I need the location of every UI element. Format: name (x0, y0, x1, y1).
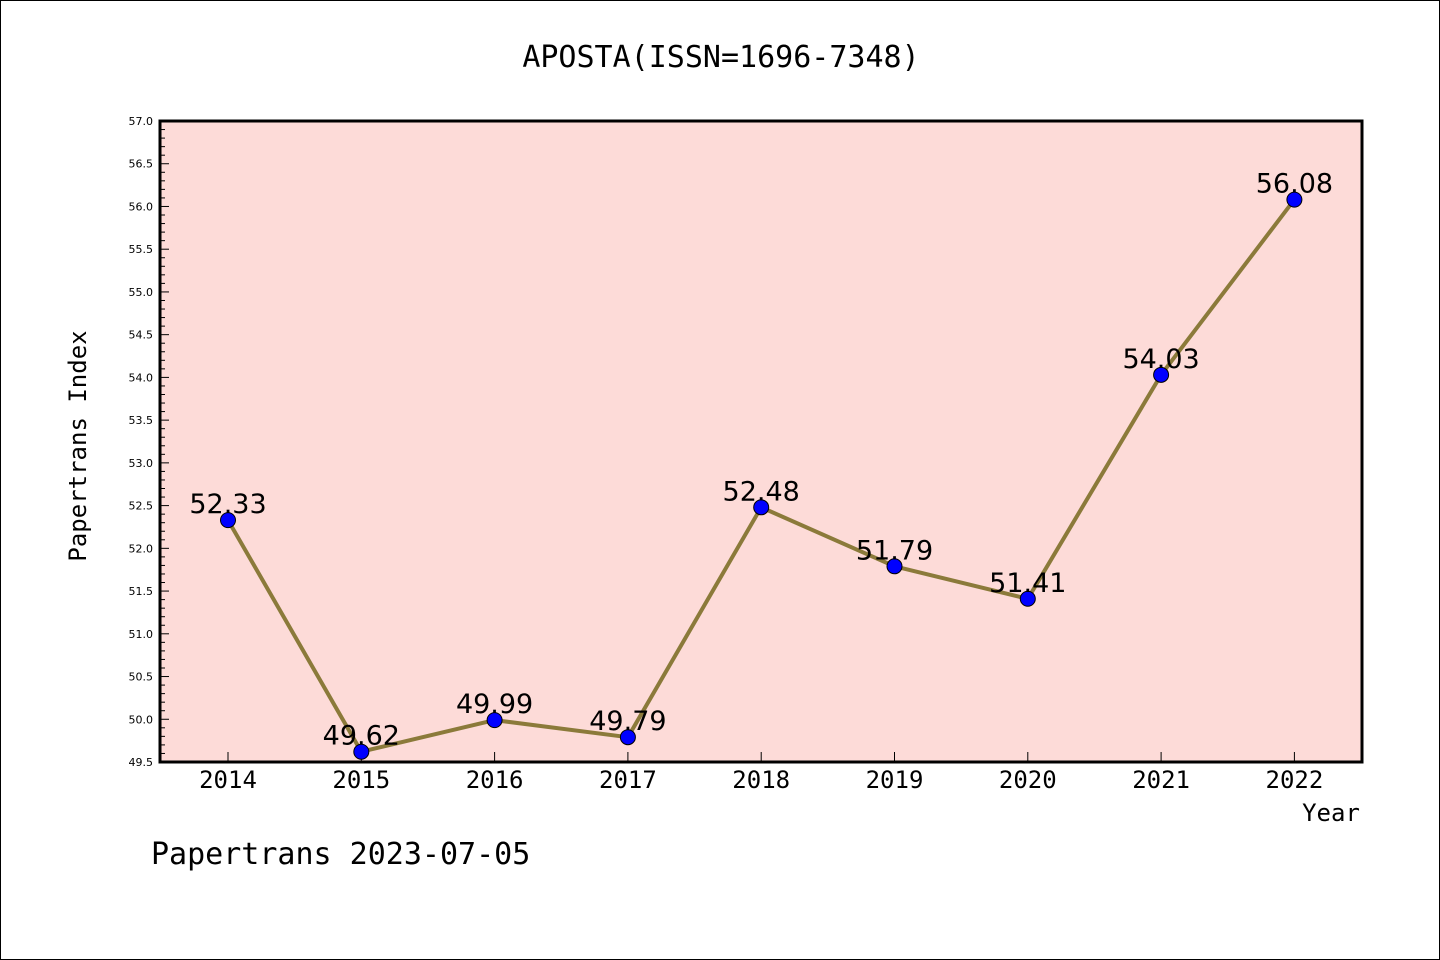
data-point (220, 512, 236, 529)
y-tick-label: 51.0 (129, 628, 154, 641)
data-labels: 52.33 49.62 49.99 49.79 52.48 51.79 51.41 54.03… (189, 169, 1333, 752)
data-label: 52.48 (723, 476, 800, 507)
data-point (753, 499, 770, 516)
y-tick-label: 55.0 (129, 286, 154, 299)
y-tick-label: 50.0 (129, 713, 154, 726)
data-label: 49.62 (323, 721, 400, 752)
x-axis-label: Year (1302, 799, 1360, 827)
data-label: 49.99 (456, 689, 533, 720)
y-tick-label: 54.5 (129, 329, 154, 342)
data-point (1019, 590, 1036, 607)
data-label: 52.33 (189, 489, 266, 520)
y-tick-label: 54.0 (129, 371, 154, 384)
x-tick-label: 2014 (199, 766, 257, 794)
data-point (886, 558, 903, 575)
data-label: 56.08 (1256, 169, 1333, 200)
y-tick-label: 49.5 (129, 756, 154, 769)
data-label: 49.79 (589, 706, 666, 737)
y-tick-label: 57.0 (129, 115, 154, 128)
x-tick-label: 2017 (599, 766, 657, 794)
footer-text: Papertrans 2023-07-05 (151, 837, 530, 872)
y-tick-label: 51.5 (129, 585, 154, 598)
x-tick-label: 2018 (732, 766, 790, 794)
data-point (353, 743, 370, 760)
data-label: 54.03 (1122, 344, 1199, 375)
y-tick-label: 55.5 (129, 243, 154, 256)
chart-title: APOSTA(ISSN=1696-7348) (522, 40, 919, 75)
data-point (1286, 191, 1303, 208)
y-tick-label: 56.5 (129, 158, 154, 171)
plot-area (160, 121, 1362, 762)
data-markers (220, 191, 1303, 760)
data-label: 51.79 (856, 535, 933, 566)
y-tick-label: 53.5 (129, 414, 154, 427)
x-tick-label: 2022 (1266, 766, 1324, 794)
y-tick-label: 56.0 (129, 200, 154, 213)
data-point (486, 712, 503, 729)
x-tick-label: 2015 (332, 766, 390, 794)
y-tick-label: 50.5 (129, 671, 154, 684)
x-tick-label: 2016 (466, 766, 524, 794)
y-axis-label: Papertrans Index (64, 330, 92, 561)
y-tick-label: 52.0 (129, 542, 154, 555)
x-tick-label: 2021 (1132, 766, 1190, 794)
data-label: 51.41 (989, 568, 1066, 599)
x-tick-label: 2020 (999, 766, 1057, 794)
x-axis: 2014 2015 2016 2017 2018 2019 2020 2021 2022 (199, 752, 1323, 794)
x-tick-label: 2019 (866, 766, 924, 794)
plot-border (158, 119, 1364, 764)
y-tick-label: 53.0 (129, 457, 154, 470)
data-point (1153, 366, 1170, 383)
y-axis: 49.5 50.0 50.5 51.0 51.5 52.0 52.5 53.0 53.5 54.0… (129, 115, 169, 769)
data-point (619, 729, 636, 746)
y-tick-label: 52.5 (129, 500, 154, 513)
